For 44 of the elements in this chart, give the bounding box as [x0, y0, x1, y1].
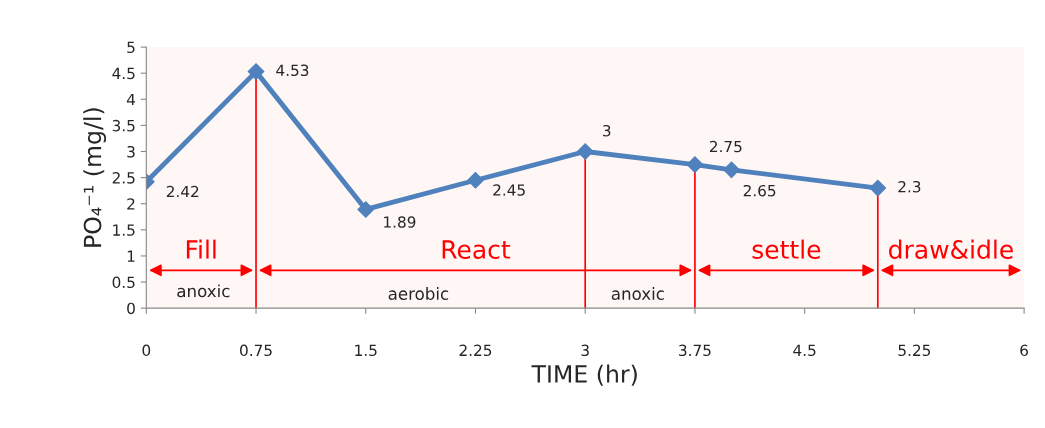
data-label: 1.89	[384, 216, 416, 228]
x-tick-label: 4.5	[793, 344, 816, 357]
point	[723, 161, 740, 179]
annotation: anoxic	[177, 284, 230, 298]
y-tick-label: 4	[126, 93, 136, 106]
annotation: aerobic	[388, 287, 449, 300]
data-label: 4.53	[276, 64, 309, 77]
x-tick-label: 0	[142, 344, 151, 357]
y-tick-label: 4.5	[112, 67, 135, 80]
y-tick-label: 2.5	[112, 172, 135, 184]
x-tick-label: 3.75	[679, 344, 711, 357]
point	[357, 201, 375, 218]
point	[467, 171, 484, 189]
x-tick-label: 1.5	[355, 344, 377, 357]
data-label: 2.3	[898, 180, 921, 193]
x-tick-label: 6	[1020, 344, 1028, 357]
band-label: draw&idle	[889, 239, 1013, 259]
x-tick-label: 2.25	[459, 344, 492, 357]
band-label: settle	[752, 239, 821, 259]
y-tick-label: 5	[127, 41, 135, 54]
x-tick-label: 3	[581, 344, 589, 357]
annotation: anoxic	[611, 287, 664, 300]
x-tick-label: 5.25	[898, 344, 931, 357]
data-label: 2.45	[493, 184, 525, 196]
data-label: 3	[603, 124, 611, 137]
y-tick-label: 2	[127, 198, 135, 210]
x-tick-label: 0.75	[240, 344, 272, 357]
data-label: 2.42	[166, 185, 199, 198]
point	[247, 63, 265, 80]
y-tick-label: 1	[127, 250, 135, 262]
band-label: React	[442, 240, 511, 259]
x-axis-title: TIME (hr)	[531, 364, 637, 386]
y-axis-title: PO₄⁻¹ (mg/l)	[83, 108, 107, 247]
y-tick-label: 3.5	[112, 119, 135, 132]
y-tick-label: 3	[127, 145, 135, 158]
y-tick-label: 1.5	[113, 224, 135, 236]
point	[576, 143, 594, 160]
y-tick-label: 0.5	[112, 276, 135, 289]
band-label: Fill	[186, 239, 216, 259]
point	[869, 179, 887, 197]
data-label: 2.75	[709, 140, 742, 153]
point	[686, 156, 704, 173]
data-label: 2.65	[743, 184, 776, 197]
y-tick-label: 0	[127, 302, 135, 315]
